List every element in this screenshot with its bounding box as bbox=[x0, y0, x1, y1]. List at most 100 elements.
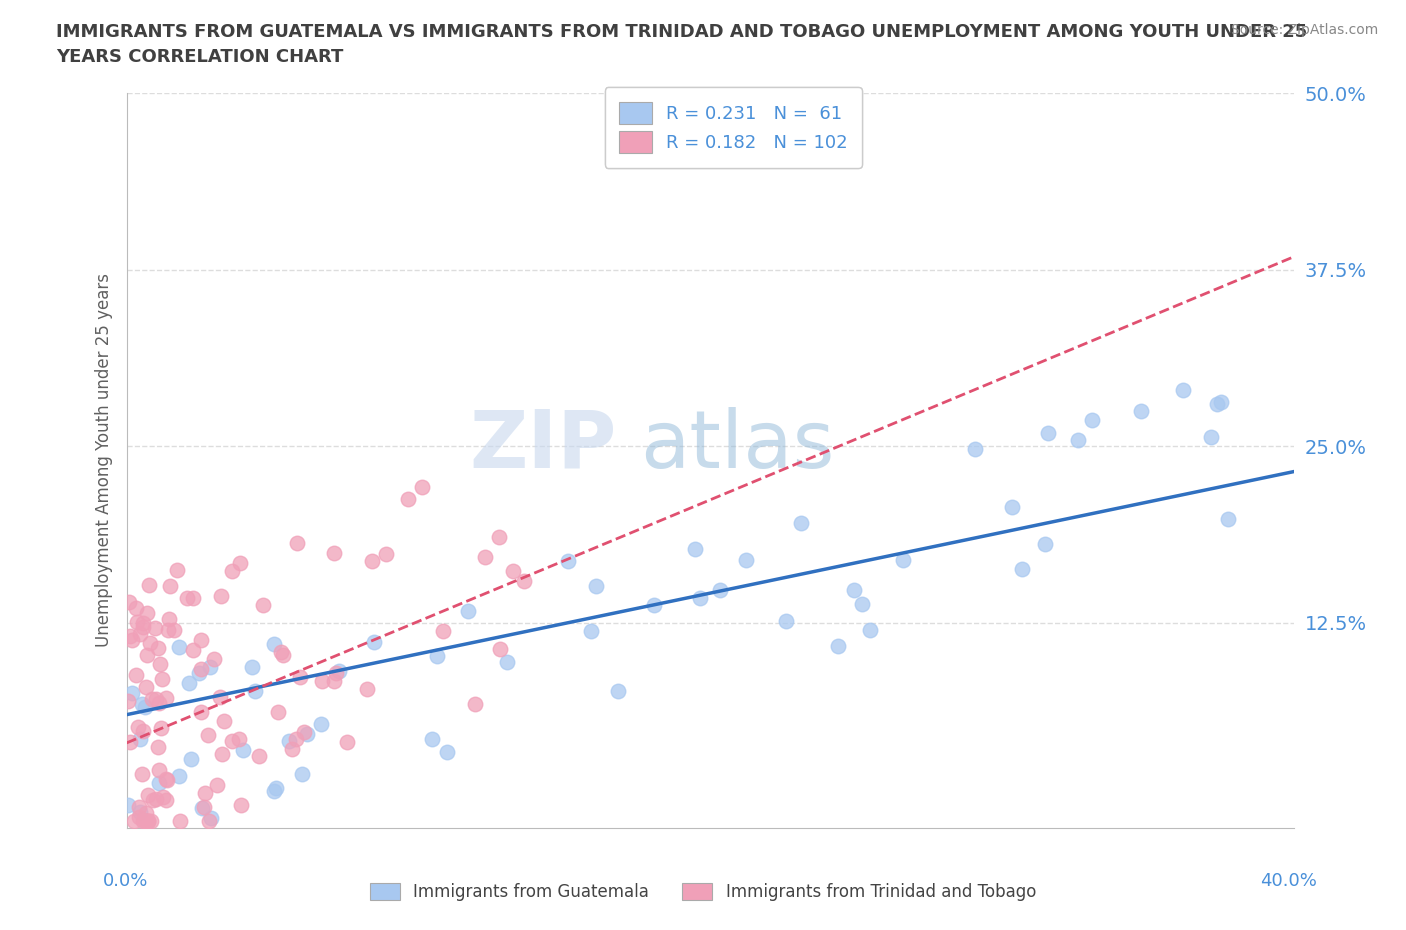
Point bbox=[205, 777, 228, 792]
Point bbox=[190, 705, 212, 720]
Point bbox=[474, 550, 496, 565]
Point bbox=[132, 813, 155, 828]
Text: 40.0%: 40.0% bbox=[1260, 871, 1317, 890]
Point bbox=[129, 804, 152, 819]
Point bbox=[157, 612, 180, 627]
Point bbox=[149, 657, 172, 671]
Point bbox=[502, 564, 524, 578]
Point bbox=[891, 552, 914, 567]
Point bbox=[124, 813, 146, 828]
Point bbox=[157, 622, 180, 637]
Point bbox=[322, 673, 344, 688]
Point bbox=[146, 739, 169, 754]
Point bbox=[1081, 413, 1104, 428]
Point bbox=[374, 546, 396, 561]
Point bbox=[247, 749, 270, 764]
Point bbox=[121, 685, 143, 700]
Point bbox=[496, 655, 519, 670]
Point bbox=[1001, 499, 1024, 514]
Point bbox=[148, 763, 170, 777]
Point bbox=[228, 732, 250, 747]
Point bbox=[124, 601, 146, 616]
Point bbox=[1036, 425, 1059, 440]
Point bbox=[211, 747, 233, 762]
Point bbox=[683, 541, 706, 556]
Point bbox=[396, 492, 419, 507]
Point bbox=[209, 589, 232, 604]
Text: 0.0%: 0.0% bbox=[103, 871, 149, 890]
Point bbox=[136, 605, 159, 620]
Point bbox=[277, 734, 299, 749]
Point bbox=[190, 632, 212, 647]
Point bbox=[167, 639, 190, 654]
Point bbox=[263, 783, 285, 798]
Point bbox=[285, 536, 308, 551]
Point bbox=[1171, 382, 1194, 397]
Point bbox=[135, 813, 157, 828]
Point bbox=[557, 553, 579, 568]
Point bbox=[1033, 537, 1056, 551]
Point bbox=[790, 516, 813, 531]
Point bbox=[827, 639, 849, 654]
Point bbox=[209, 689, 232, 704]
Point bbox=[295, 726, 318, 741]
Point bbox=[411, 480, 433, 495]
Point bbox=[309, 717, 332, 732]
Point bbox=[858, 622, 880, 637]
Point bbox=[280, 741, 302, 756]
Point bbox=[148, 641, 170, 656]
Point bbox=[292, 724, 315, 739]
Point bbox=[323, 546, 346, 561]
Point bbox=[132, 619, 155, 634]
Point bbox=[1199, 430, 1222, 445]
Point bbox=[131, 616, 153, 631]
Point bbox=[129, 731, 152, 746]
Point bbox=[138, 813, 160, 828]
Point bbox=[1130, 404, 1153, 418]
Point bbox=[135, 805, 157, 820]
Point bbox=[270, 645, 292, 660]
Point bbox=[264, 781, 287, 796]
Point bbox=[156, 773, 179, 788]
Point bbox=[191, 801, 214, 816]
Point bbox=[579, 624, 602, 639]
Point bbox=[229, 556, 252, 571]
Point bbox=[1206, 396, 1229, 411]
Point bbox=[117, 797, 139, 812]
Point bbox=[139, 635, 162, 650]
Point bbox=[180, 751, 202, 766]
Point bbox=[263, 637, 285, 652]
Point bbox=[1216, 512, 1239, 526]
Point bbox=[190, 661, 212, 676]
Point bbox=[181, 643, 204, 658]
Point bbox=[194, 786, 217, 801]
Point bbox=[134, 813, 156, 828]
Text: atlas: atlas bbox=[640, 406, 834, 485]
Point bbox=[221, 564, 243, 578]
Point bbox=[197, 813, 219, 828]
Point bbox=[155, 690, 177, 705]
Point bbox=[267, 705, 290, 720]
Point bbox=[1067, 432, 1090, 447]
Point bbox=[149, 721, 172, 736]
Point bbox=[125, 615, 148, 630]
Point bbox=[135, 813, 157, 828]
Point bbox=[240, 659, 263, 674]
Point bbox=[155, 793, 177, 808]
Point bbox=[117, 694, 139, 709]
Legend: Immigrants from Guatemala, Immigrants from Trinidad and Tobago: Immigrants from Guatemala, Immigrants fr… bbox=[363, 876, 1043, 908]
Point bbox=[436, 744, 458, 759]
Point bbox=[142, 793, 165, 808]
Point bbox=[155, 771, 177, 786]
Point bbox=[131, 697, 153, 711]
Point bbox=[136, 787, 159, 802]
Point bbox=[273, 648, 295, 663]
Y-axis label: Unemployment Among Youth under 25 years: Unemployment Among Youth under 25 years bbox=[94, 273, 112, 647]
Point bbox=[202, 651, 225, 666]
Point bbox=[775, 613, 797, 628]
Point bbox=[734, 552, 756, 567]
Point bbox=[457, 604, 479, 618]
Point bbox=[131, 767, 153, 782]
Point bbox=[159, 579, 181, 594]
Point bbox=[128, 809, 150, 824]
